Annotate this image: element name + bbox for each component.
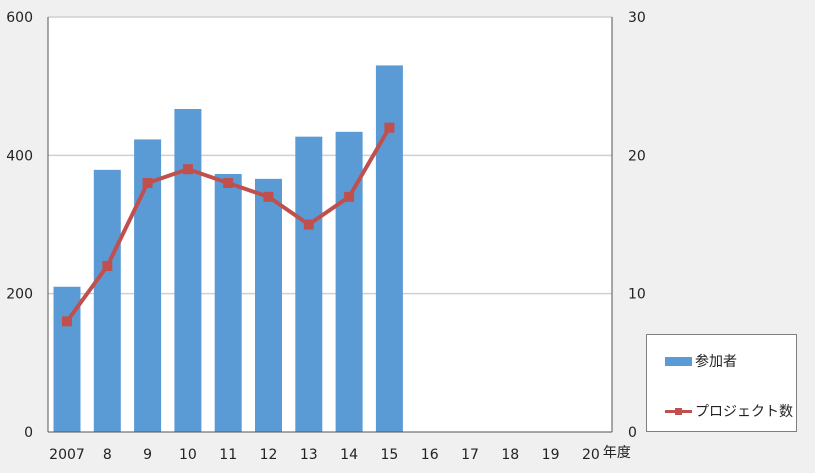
- bar-15: [375, 65, 403, 433]
- legend-item-bar: 参加者: [665, 351, 737, 371]
- legend-bar-swatch: [665, 356, 692, 366]
- x-tick-label: 20: [582, 447, 600, 463]
- bar-9: [134, 139, 162, 433]
- line-point-9: [142, 178, 153, 188]
- bar-10: [174, 108, 202, 432]
- x-tick-label: 8: [103, 447, 112, 463]
- x-tick-label: 15: [380, 447, 398, 463]
- x-tick-label: 11: [219, 447, 237, 463]
- y-right-tick-label: 20: [628, 148, 646, 164]
- line-point-2007: [62, 316, 72, 327]
- line-point-15: [384, 122, 395, 133]
- line-point-12: [263, 191, 274, 202]
- legend-item-line: プロジェクト数: [665, 401, 793, 421]
- y-right-tick-label: 0: [628, 425, 637, 441]
- bar-11: [214, 174, 242, 432]
- y-left-tick-label: 600: [6, 10, 33, 26]
- y-left-tick-label: 400: [6, 148, 33, 164]
- x-tick-label: 16: [421, 447, 439, 463]
- x-unit-label: 年度: [603, 445, 631, 461]
- x-tick-label: 2007: [49, 447, 85, 463]
- legend-bar-label: 参加者: [695, 354, 737, 370]
- y-left-tick-label: 200: [6, 287, 33, 303]
- line-point-10: [182, 164, 193, 175]
- x-tick-label: 14: [340, 447, 358, 463]
- plot-area: [48, 17, 612, 432]
- chart-legend: 参加者 プロジェクト数: [646, 334, 797, 432]
- line-point-13: [303, 219, 314, 230]
- bar-8: [93, 169, 121, 432]
- x-tick-label: 19: [542, 447, 560, 463]
- line-point-11: [223, 178, 234, 188]
- x-tick-label: 13: [300, 447, 318, 463]
- x-tick-label: 12: [260, 447, 278, 463]
- legend-line-swatch: [665, 407, 692, 416]
- line-series: [62, 122, 395, 327]
- x-tick-label: 17: [461, 447, 479, 463]
- tick-labels: 0 200 400 600 0 10 20 30 2007 8 9 10 11 12 13 14 15 16 17 1…: [6, 10, 646, 463]
- y-right-tick-label: 30: [628, 10, 646, 26]
- legend-line-label: プロジェクト数: [695, 404, 793, 420]
- axes: [47, 17, 613, 433]
- line-point-8: [102, 261, 113, 271]
- bar-13: [295, 136, 323, 433]
- x-tick-label: 18: [501, 447, 519, 463]
- y-left-tick-label: 0: [24, 425, 33, 441]
- line-point-14: [344, 191, 355, 202]
- x-tick-label: 9: [143, 447, 152, 463]
- x-tick-label: 10: [179, 447, 197, 463]
- bar-series: [53, 65, 403, 433]
- y-right-tick-label: 10: [628, 287, 646, 303]
- bar-12: [255, 178, 282, 432]
